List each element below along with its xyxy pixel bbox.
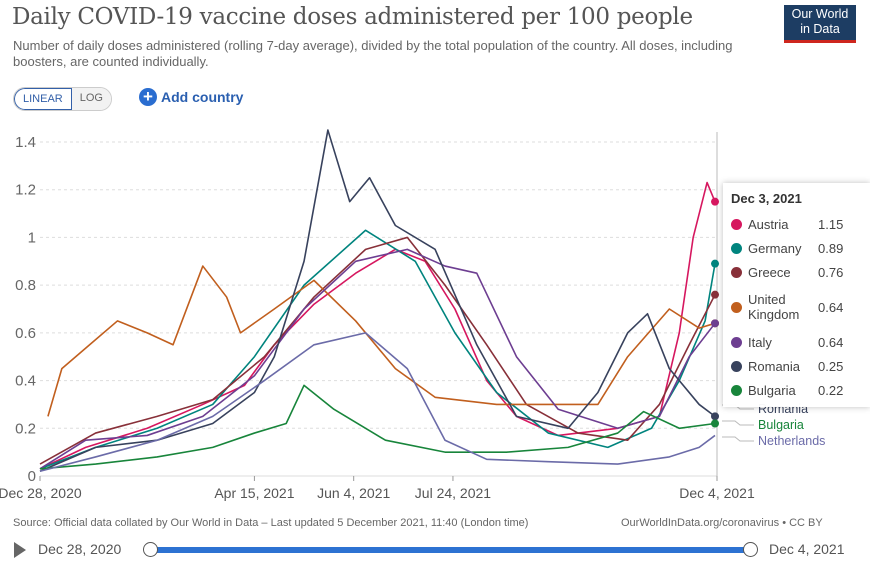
series-color-dot xyxy=(731,218,742,230)
tooltip-value: 0.22 xyxy=(818,382,844,398)
log-button[interactable]: LOG xyxy=(71,88,111,110)
y-tick-label: 0.6 xyxy=(15,325,36,342)
label-connector xyxy=(722,436,754,442)
tooltip-row: Greece 0.76 xyxy=(723,260,870,284)
play-button[interactable] xyxy=(14,542,26,558)
tooltip-value: 0.64 xyxy=(818,299,844,315)
tooltip: Dec 3, 2021 Austria 1.15 Germany 0.89 Greece… xyxy=(723,183,870,407)
tooltip-value: 1.15 xyxy=(818,216,844,232)
tooltip-country: Romania xyxy=(748,358,801,374)
tooltip-row: Romania 0.25 xyxy=(723,354,870,378)
end-point-austria xyxy=(711,197,720,206)
series-line-bulgaria xyxy=(39,384,716,470)
x-tick-label: Dec 4, 2021 xyxy=(679,485,755,501)
series-color-dot xyxy=(731,242,742,254)
source-note: Source: Official data collated by Our Wo… xyxy=(13,517,529,529)
y-tick-label: 1 xyxy=(28,229,36,246)
series-line-germany xyxy=(39,229,716,470)
tooltip-country: Germany xyxy=(748,240,802,256)
series-line-united-kingdom xyxy=(47,265,716,417)
y-tick-label: 1.2 xyxy=(15,182,36,199)
label-connector xyxy=(722,420,754,426)
series-line-romania xyxy=(39,129,716,472)
tooltip-row: Germany 0.89 xyxy=(723,236,870,260)
end-point-romania xyxy=(711,412,720,421)
add-country-label: Add country xyxy=(161,89,244,105)
series-color-dot xyxy=(731,360,742,372)
y-tick-label: 0.4 xyxy=(15,373,36,390)
y-tick-label: 0.2 xyxy=(15,420,36,437)
series-line-italy xyxy=(39,248,716,470)
add-country-button[interactable]: + Add country xyxy=(139,88,243,106)
tooltip-row: Italy 0.64 xyxy=(723,330,870,354)
chart-subtitle: Number of daily doses administered (roll… xyxy=(13,38,733,69)
tooltip-row: Bulgaria 0.22 xyxy=(723,378,870,402)
linear-button[interactable]: LINEAR xyxy=(14,88,72,110)
y-tick-label: 1.4 xyxy=(15,134,36,151)
tooltip-value: 0.76 xyxy=(818,264,844,280)
x-tick-label: Apr 15, 2021 xyxy=(214,485,294,501)
plus-circle-icon: + xyxy=(139,88,157,106)
tooltip-row: United Kingdom 0.64 xyxy=(723,284,870,330)
tooltip-value: 0.64 xyxy=(818,334,844,350)
end-point-greece xyxy=(711,290,720,299)
tooltip-value: 0.25 xyxy=(818,358,844,374)
y-tick-label: 0 xyxy=(28,468,36,485)
owid-logo[interactable]: Our World in Data xyxy=(784,5,856,43)
timeline: Dec 28, 2020 Dec 4, 2021 xyxy=(0,540,870,562)
x-tick-label: Jun 4, 2021 xyxy=(317,485,390,501)
x-tick-label: Dec 28, 2020 xyxy=(0,485,82,501)
timeline-end-handle[interactable] xyxy=(743,542,758,557)
end-label: Netherlands xyxy=(758,434,825,448)
series-color-dot xyxy=(731,336,742,348)
tooltip-value: 0.89 xyxy=(818,240,844,256)
timeline-start-handle[interactable] xyxy=(143,542,158,557)
series-color-dot xyxy=(731,384,742,396)
end-point-germany xyxy=(711,259,720,268)
x-tick-label: Jul 24, 2021 xyxy=(415,485,491,501)
series-line-greece xyxy=(39,236,716,465)
license-link[interactable]: OurWorldInData.org/coronavirus • CC BY xyxy=(621,517,823,529)
series-color-dot xyxy=(731,266,742,278)
tooltip-date: Dec 3, 2021 xyxy=(731,191,802,206)
timeline-track[interactable] xyxy=(151,547,751,553)
end-point-italy xyxy=(711,319,720,328)
series-color-dot xyxy=(731,301,742,313)
series-line-netherlands xyxy=(39,332,716,473)
tooltip-country: Greece xyxy=(748,264,791,280)
tooltip-row: Austria 1.15 xyxy=(723,212,870,236)
tooltip-country: Austria xyxy=(748,216,789,232)
scale-toggle[interactable]: LINEAR LOG xyxy=(13,87,112,111)
timeline-end-label: Dec 4, 2021 xyxy=(769,541,845,557)
tooltip-country: United Kingdom xyxy=(748,292,800,322)
timeline-start-label: Dec 28, 2020 xyxy=(38,541,122,557)
tooltip-country: Italy xyxy=(748,334,772,350)
y-tick-label: 0.8 xyxy=(15,277,36,294)
end-label: Bulgaria xyxy=(758,418,804,432)
end-point-bulgaria xyxy=(711,419,720,428)
tooltip-country: Bulgaria xyxy=(748,382,796,398)
series-line-austria xyxy=(39,181,716,470)
chart-title: Daily COVID-19 vaccine doses administere… xyxy=(12,4,693,30)
